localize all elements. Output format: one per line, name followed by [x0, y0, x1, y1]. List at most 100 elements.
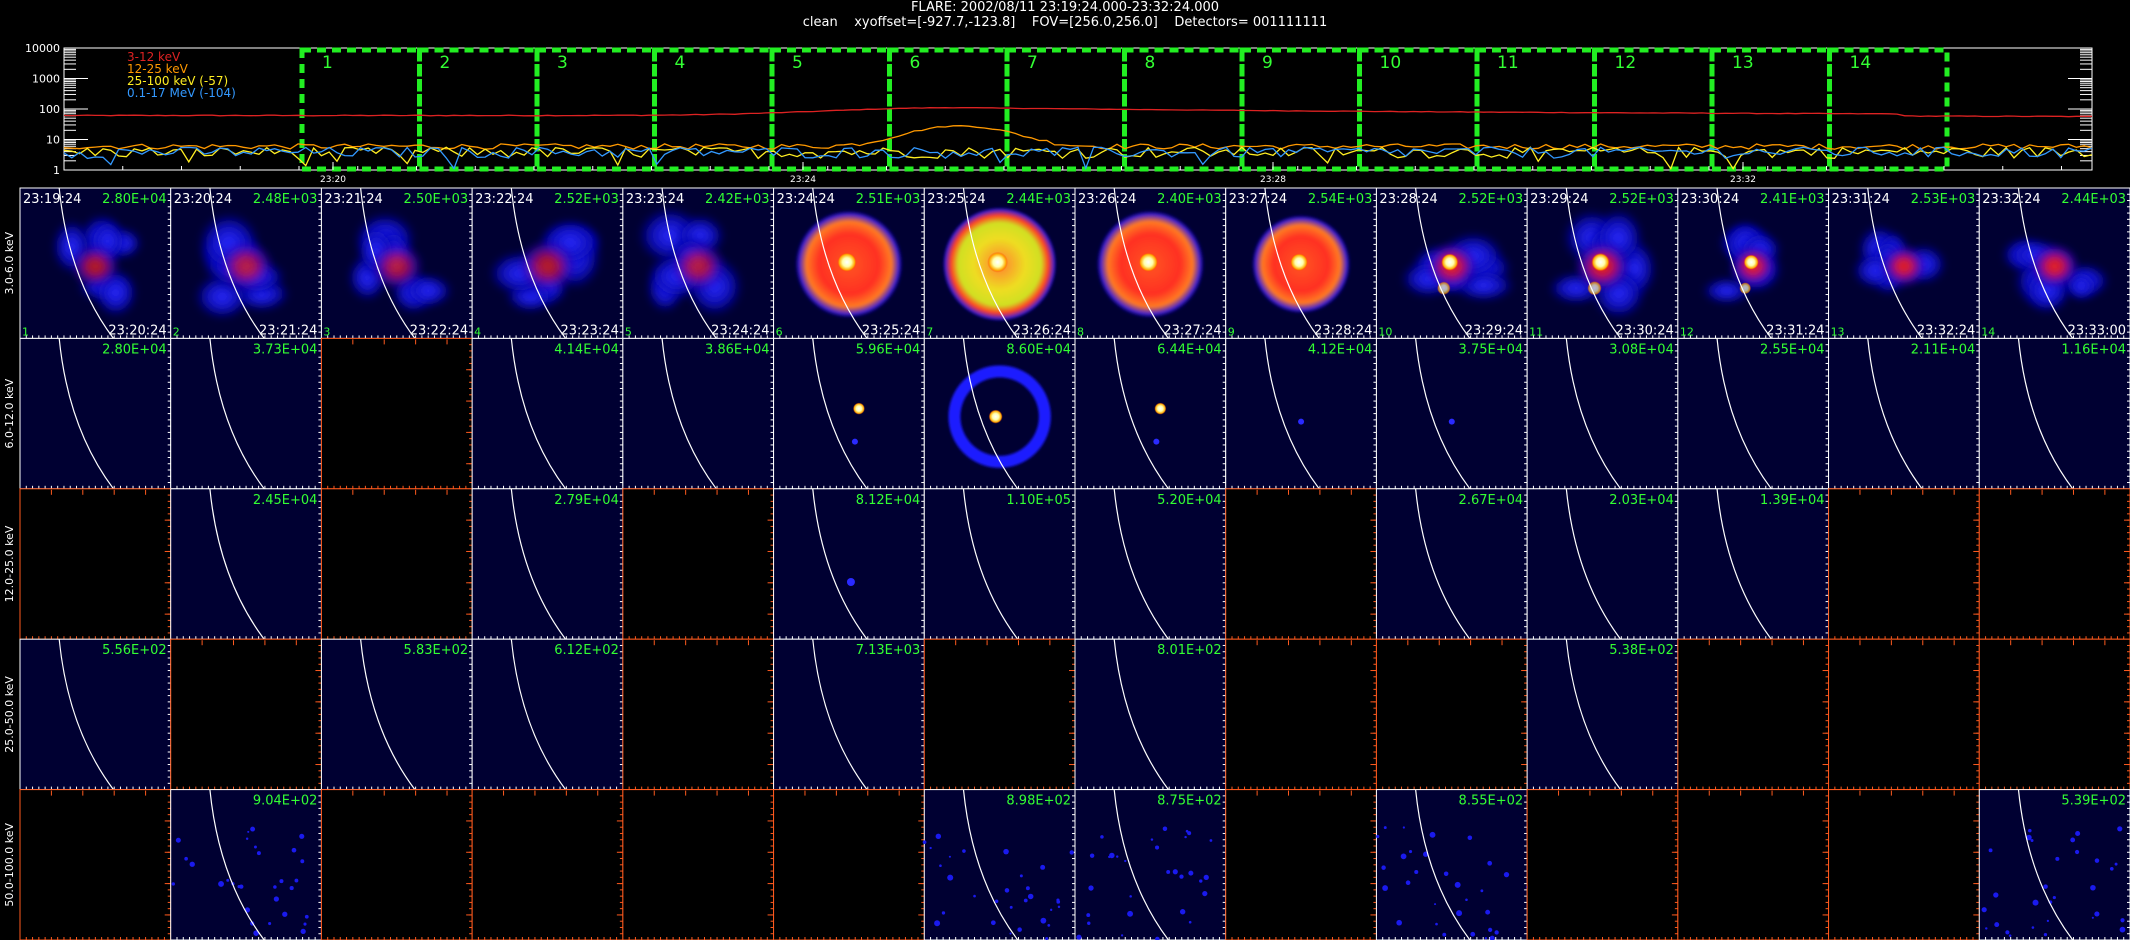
- image-maximum: 3.08E+04: [1609, 342, 1674, 357]
- solar-limb: [510, 488, 567, 640]
- image-cell: [622, 488, 775, 640]
- solar-limb: [1565, 187, 1622, 339]
- start-time: 23:19:24: [23, 192, 81, 207]
- image-cell: 8.55E+02: [1375, 789, 1528, 940]
- image-maximum: 2.48E+03: [253, 192, 318, 207]
- solar-limb: [1565, 488, 1622, 640]
- end-time: 23:27:24: [1163, 323, 1221, 338]
- image-maximum: 5.56E+02: [102, 643, 167, 658]
- noise-speck: [1076, 934, 1082, 940]
- cell-frame: [170, 488, 322, 640]
- image-cell: 5.39E+02: [1978, 789, 2130, 940]
- cell-frame: [1375, 488, 1528, 640]
- energy-band-label: 6.0-12.0 keV: [3, 378, 16, 448]
- noise-speck: [935, 833, 942, 840]
- cell-frame: [1225, 638, 1377, 791]
- cell-frame: [19, 337, 172, 490]
- cell-frame: [471, 789, 624, 940]
- noise-speck: [256, 851, 261, 856]
- cell-frame: [773, 789, 925, 940]
- noise-speck: [1086, 913, 1091, 918]
- solar-limb: [209, 789, 265, 940]
- solar-limb: [1716, 187, 1772, 339]
- noise-speck: [1155, 936, 1160, 940]
- noise-speck: [1465, 898, 1468, 902]
- image-maximum: 2.80E+04: [102, 192, 167, 207]
- flare-core: [837, 252, 857, 272]
- noise-speck: [1154, 845, 1160, 850]
- noise-speck: [218, 880, 224, 887]
- image-cell: 6.12E+02: [471, 638, 624, 791]
- noise-speck: [1209, 839, 1213, 842]
- image-cell: [1375, 638, 1528, 791]
- noise-speck: [990, 920, 996, 926]
- image-maximum: 2.79E+04: [554, 493, 619, 508]
- image-maximum: 2.45E+04: [253, 493, 318, 508]
- cell-frame: [1677, 789, 1830, 940]
- flare-source: [2029, 243, 2080, 289]
- noise-speck: [1017, 927, 1022, 932]
- solar-limb: [962, 187, 1019, 339]
- end-time: 23:24:24: [711, 323, 769, 338]
- image-cell: 2.52E+03 23:29:24 23:30:24 11: [1526, 187, 1679, 339]
- image-cell: [1828, 789, 1980, 940]
- image-maximum: 4.14E+04: [554, 342, 619, 357]
- noise-speck: [1456, 910, 1463, 917]
- start-time: 23:22:24: [475, 192, 533, 207]
- noise-speck: [1019, 874, 1023, 878]
- image-maximum: 2.67E+04: [1459, 493, 1524, 508]
- cell-frame: [773, 337, 925, 490]
- image-cell: 8.75E+02: [1074, 789, 1227, 940]
- image-cell: [19, 488, 172, 640]
- solar-limb: [1867, 187, 1923, 339]
- noise-speck: [1985, 927, 1988, 930]
- x-tick-label: 23:24: [790, 175, 816, 185]
- x-tick-label: 23:20: [320, 175, 346, 185]
- noise-speck: [2094, 858, 2100, 863]
- noise-speck: [1050, 908, 1053, 911]
- solar-limb: [1415, 187, 1471, 339]
- noise-speck: [2008, 934, 2012, 937]
- noise-speck: [2032, 899, 2039, 906]
- image-cell: 2.52E+03 23:22:24 23:23:24 4: [471, 187, 624, 339]
- interval-box: [417, 47, 540, 172]
- cell-frame: [1828, 638, 1980, 791]
- flare-core: [1154, 402, 1167, 415]
- energy-band-label: 50.0-100.0 keV: [3, 822, 16, 906]
- y-tick-label: 1000: [32, 73, 60, 86]
- image-maximum: 2.11E+04: [1911, 342, 1976, 357]
- solar-limb: [812, 488, 868, 640]
- cell-frame: [471, 488, 624, 640]
- cell-frame: [471, 638, 624, 791]
- noise-speck: [1166, 870, 1171, 874]
- noise-speck: [1116, 855, 1119, 858]
- y-tick-label: 1: [53, 164, 60, 177]
- noise-speck: [2046, 919, 2050, 923]
- cell-frame: [1375, 638, 1528, 791]
- image-cell: 5.96E+04: [773, 337, 925, 490]
- cell-frame: [622, 337, 775, 490]
- image-cell: 8.01E+02: [1074, 638, 1227, 791]
- noise-speck: [282, 911, 288, 917]
- noise-speck: [1484, 937, 1488, 940]
- noise-speck: [1488, 927, 1493, 932]
- noise-speck: [1009, 905, 1013, 909]
- image-cell: [773, 789, 925, 940]
- solar-limb: [1113, 639, 1169, 790]
- noise-speck: [1025, 886, 1030, 891]
- interval-box: [1239, 47, 1362, 172]
- noise-speck: [268, 922, 272, 926]
- image-maximum: 3.86E+04: [705, 342, 770, 357]
- noise-speck: [1004, 888, 1010, 893]
- image-cell: 1.16E+04: [1978, 337, 2130, 490]
- noise-speck: [1202, 891, 1208, 897]
- interval-box: [769, 47, 892, 172]
- noise-speck: [2091, 916, 2094, 919]
- image-cell: 5.56E+02: [19, 638, 172, 791]
- image-maximum: 1.10E+05: [1006, 493, 1071, 508]
- solar-limb: [1716, 338, 1772, 490]
- noise-speck: [2028, 828, 2032, 833]
- image-cell: 2.52E+03 23:28:24 23:29:24 10: [1375, 187, 1528, 339]
- noise-speck: [1405, 880, 1411, 886]
- flare-core: [987, 251, 1008, 273]
